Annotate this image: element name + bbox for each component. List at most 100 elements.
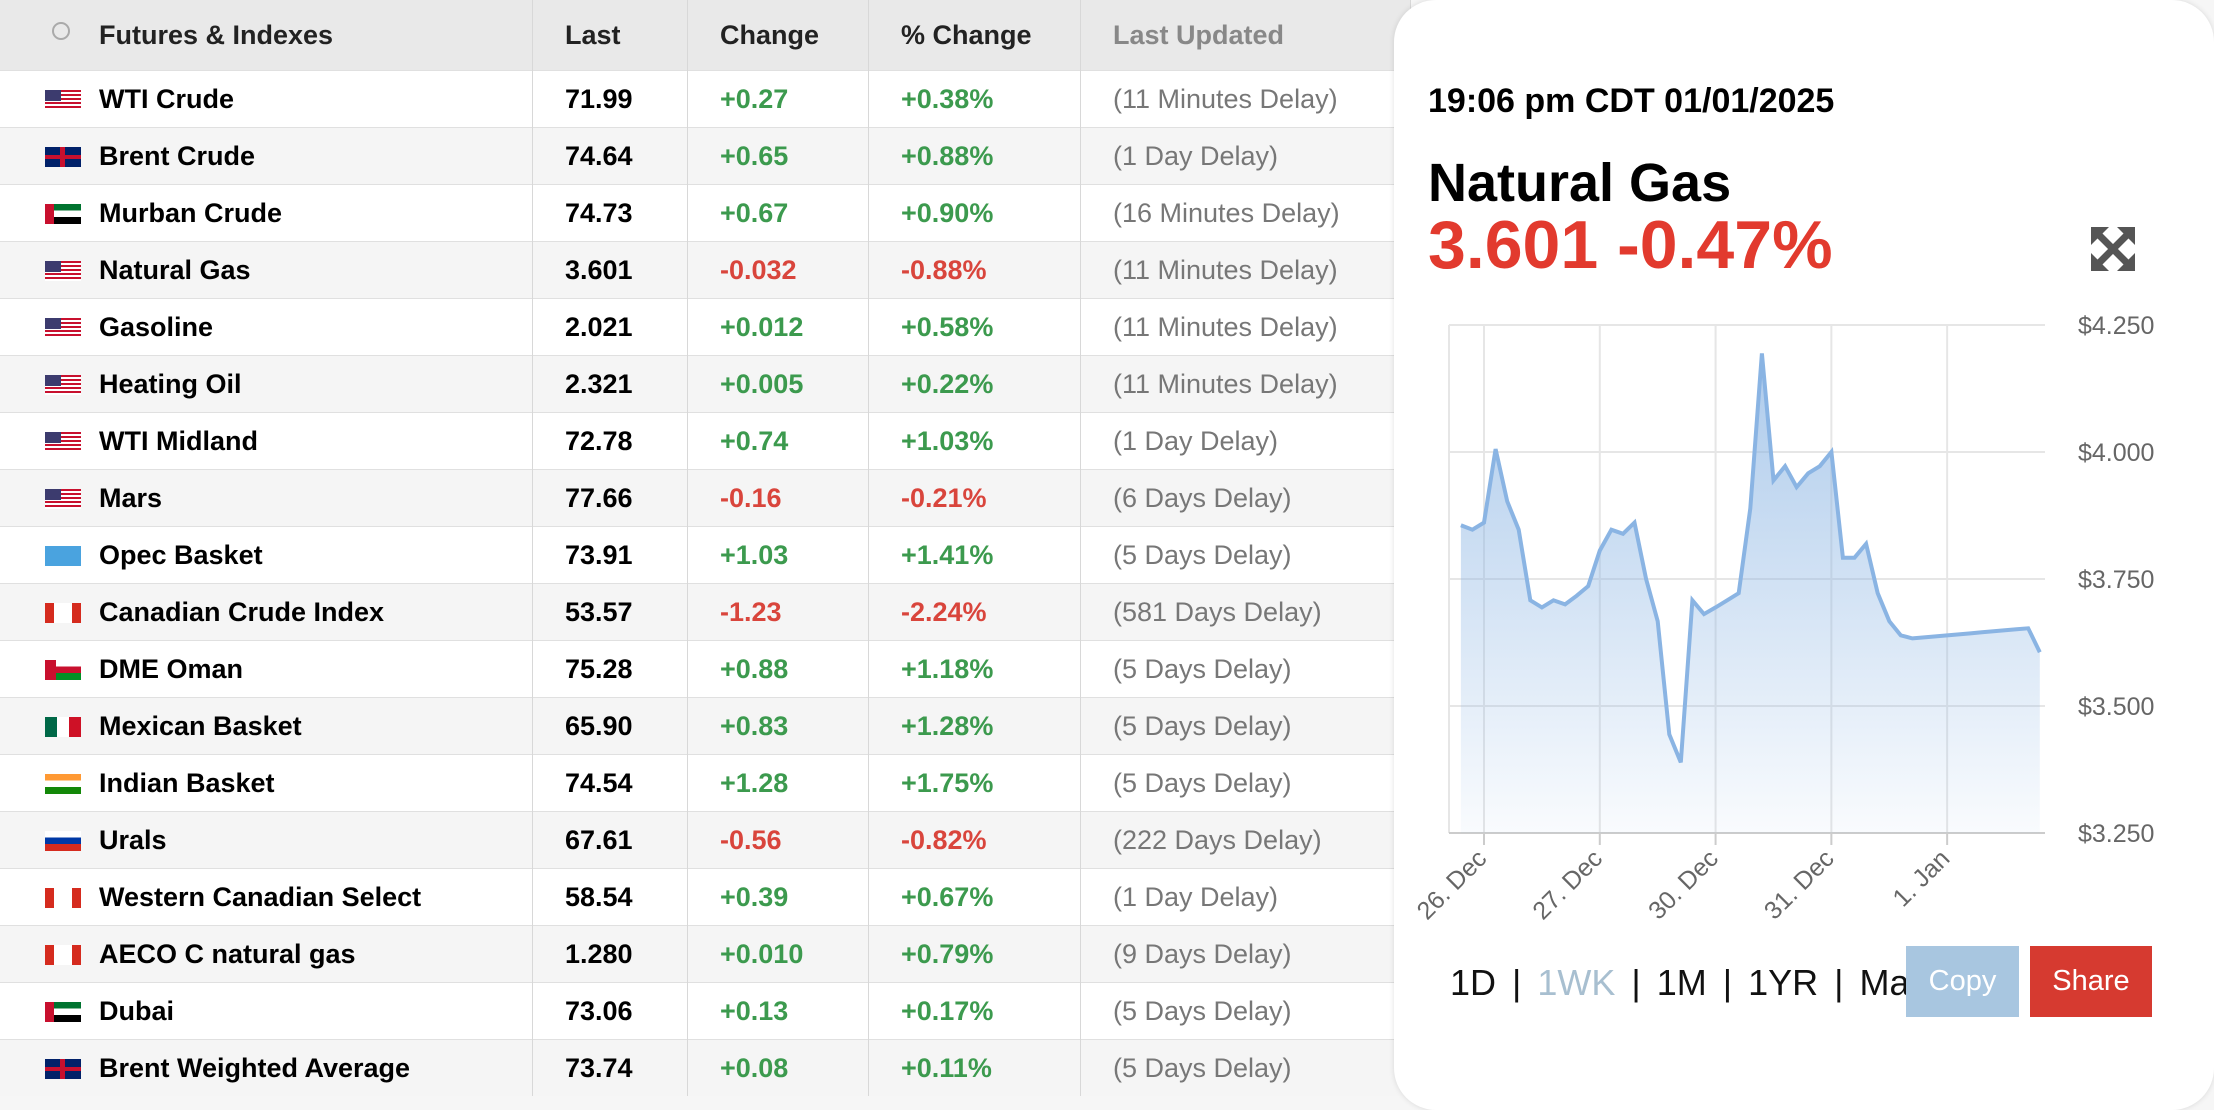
cell-text: +0.67 — [720, 197, 789, 228]
cell-text: -0.16 — [720, 482, 782, 513]
last-updated: (5 Days Delay) — [1080, 982, 1411, 1040]
cell-text: AECO C natural gas — [99, 938, 356, 969]
range-separator: | — [1512, 962, 1522, 1003]
range-option[interactable]: 1YR — [1748, 962, 1819, 1003]
cell-text: 3.601 — [565, 254, 633, 285]
cell-text: 77.66 — [565, 482, 633, 513]
cell-text: +0.13 — [720, 995, 789, 1026]
flag — [45, 489, 81, 509]
percent-change: +0.22% — [868, 355, 1081, 413]
percent-change: +0.67% — [868, 868, 1081, 926]
flag — [45, 261, 81, 281]
change: -0.032 — [687, 241, 869, 299]
quote-card: 19:06 pm CDT 01/01/2025 Natural Gas 3.60… — [1394, 0, 2214, 1110]
cell-text: (11 Minutes Delay) — [1113, 254, 1338, 285]
percent-change: +0.11% — [868, 1039, 1081, 1096]
name: Indian Basket — [0, 754, 533, 812]
cell-text: (6 Days Delay) — [1113, 482, 1292, 513]
cell-text: +0.88% — [901, 140, 994, 171]
column-header: Last — [532, 0, 688, 71]
cell-text: (1 Day Delay) — [1113, 425, 1279, 456]
cell-text: 53.57 — [565, 596, 633, 627]
change: -0.56 — [687, 811, 869, 869]
table-row: Western Canadian Select 58.54 +0.39 +0.67% (… — [0, 868, 1411, 926]
table-row: Mars 77.66 -0.16 -0.21% (6 Days Delay) — [0, 469, 1411, 527]
last: 77.66 — [532, 469, 688, 527]
copy-button[interactable]: Copy — [1906, 946, 2019, 1017]
last: 71.99 — [532, 70, 688, 128]
range-option[interactable]: 1M — [1656, 962, 1707, 1003]
cell-text: +1.41% — [901, 539, 994, 570]
name: Heating Oil — [0, 355, 533, 413]
name: DME Oman — [0, 640, 533, 698]
cell-text: Dubai — [99, 995, 175, 1026]
last: 3.601 — [532, 241, 688, 299]
cell-text: -0.56 — [720, 824, 782, 855]
last: 74.64 — [532, 127, 688, 185]
cell-text: Western Canadian Select — [99, 881, 422, 912]
last-updated: (6 Days Delay) — [1080, 469, 1411, 527]
percent-change: +0.58% — [868, 298, 1081, 356]
column-header: % Change — [868, 0, 1081, 71]
last-updated: (9 Days Delay) — [1080, 925, 1411, 983]
percent-change: +1.18% — [868, 640, 1081, 698]
flag — [45, 717, 81, 737]
cell-text: +0.65 — [720, 140, 789, 171]
flag — [45, 831, 81, 851]
table-row: WTI Midland 72.78 +0.74 +1.03% (1 Day Delay) — [0, 412, 1411, 470]
cell-text: (222 Days Delay) — [1113, 824, 1322, 855]
name: Canadian Crude Index — [0, 583, 533, 641]
cell-text: WTI Midland — [99, 425, 258, 456]
name: Dubai — [0, 982, 533, 1040]
cell-text: +0.010 — [720, 938, 804, 969]
cell-text: -1.23 — [720, 596, 782, 627]
table-row: Natural Gas 3.601 -0.032 -0.88% (11 Minutes … — [0, 241, 1411, 299]
cell-text: (5 Days Delay) — [1113, 539, 1292, 570]
range-option[interactable]: 1D — [1450, 962, 1497, 1003]
table-row: Brent Weighted Average 73.74 +0.08 +0.11% (5… — [0, 1039, 1411, 1096]
cell-text: (11 Minutes Delay) — [1113, 311, 1338, 342]
table-row: Murban Crude 74.73 +0.67 +0.90% (16 Minutes … — [0, 184, 1411, 242]
share-button[interactable]: Share — [2030, 946, 2152, 1017]
name: AECO C natural gas — [0, 925, 533, 983]
cell-text: +0.27 — [720, 83, 789, 114]
table-row: Heating Oil 2.321 +0.005 +0.22% (11 Minutes … — [0, 355, 1411, 413]
cell-text: Brent Weighted Average — [99, 1052, 411, 1083]
cell-text: (5 Days Delay) — [1113, 995, 1292, 1026]
column-header: Change — [687, 0, 869, 71]
table-row: Mexican Basket 65.90 +0.83 +1.28% (5 Days De… — [0, 697, 1411, 755]
cell-text: 58.54 — [565, 881, 633, 912]
cell-text: +1.18% — [901, 653, 994, 684]
table-row: Brent Crude 74.64 +0.65 +0.88% (1 Day Delay) — [0, 127, 1411, 185]
change: +0.88 — [687, 640, 869, 698]
last-updated: (5 Days Delay) — [1080, 1039, 1411, 1096]
range-option[interactable]: 1WK — [1537, 962, 1616, 1003]
change: +0.39 — [687, 868, 869, 926]
flag — [45, 660, 81, 680]
last-updated: (11 Minutes Delay) — [1080, 241, 1411, 299]
range-separator: | — [1834, 962, 1844, 1003]
cell-text: -2.24% — [901, 596, 987, 627]
quote-price: 3.601 — [1428, 207, 1599, 283]
last: 73.91 — [532, 526, 688, 584]
flag — [45, 1002, 81, 1022]
expand-icon[interactable] — [2089, 225, 2137, 273]
last-updated: (5 Days Delay) — [1080, 640, 1411, 698]
table-row: Opec Basket 73.91 +1.03 +1.41% (5 Days Delay… — [0, 526, 1411, 584]
header-row: Futures & Indexes Last Change% Change Last … — [0, 0, 1411, 71]
cell-text: 75.28 — [565, 653, 633, 684]
cell-text: +1.03 — [720, 539, 789, 570]
name: Murban Crude — [0, 184, 533, 242]
percent-change: -0.21% — [868, 469, 1081, 527]
table-row: Canadian Crude Index 53.57 -1.23 -2.24% (581… — [0, 583, 1411, 641]
cell-text: -0.88% — [901, 254, 987, 285]
last-updated: (5 Days Delay) — [1080, 526, 1411, 584]
cell-text: +0.38% — [901, 83, 994, 114]
cell-text: +1.28 — [720, 767, 789, 798]
last-updated: (16 Minutes Delay) — [1080, 184, 1411, 242]
cell-text: 72.78 — [565, 425, 633, 456]
table-row: Gasoline 2.021 +0.012 +0.58% (11 Minutes Del… — [0, 298, 1411, 356]
percent-change: +1.75% — [868, 754, 1081, 812]
last: 67.61 — [532, 811, 688, 869]
